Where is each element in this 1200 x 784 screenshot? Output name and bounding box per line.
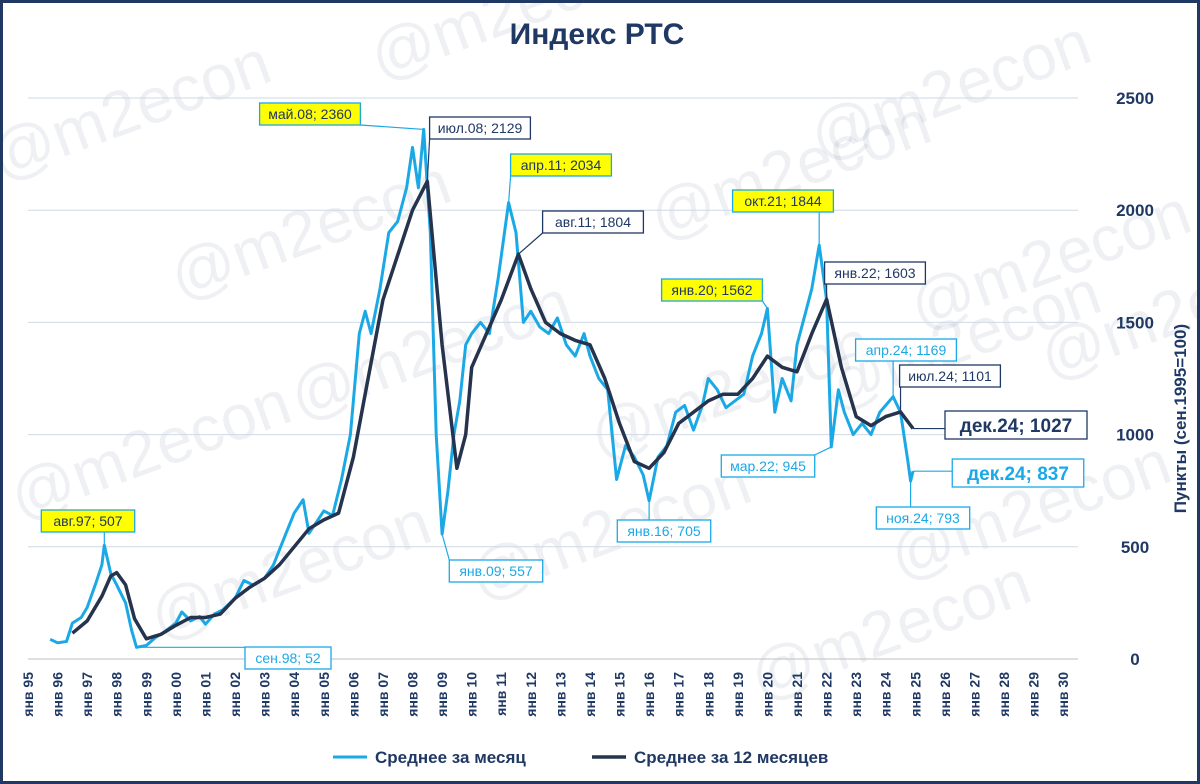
annotation-box: [244, 646, 332, 670]
annotation-box: [616, 519, 712, 543]
x-tick-label: янв 26: [937, 672, 953, 717]
watermark: @m2econ: [140, 485, 440, 653]
watermark: @m2econ: [0, 25, 280, 193]
watermark: @m2econ: [640, 85, 940, 253]
x-tick-label: янв 18: [700, 672, 716, 717]
y-tick-label: 2500: [1116, 89, 1154, 108]
annotation-leader: [508, 175, 512, 203]
x-tick-label: янв 10: [464, 672, 480, 717]
annotation-leader: [426, 138, 431, 182]
y-tick-label: 1000: [1116, 426, 1154, 445]
y-tick-label: 0: [1130, 650, 1139, 669]
legend-label-monthly: Среднее за месяц: [375, 748, 526, 767]
x-tick-label: янв 97: [79, 672, 95, 717]
annotation-label: ноя.24; 793: [886, 510, 960, 526]
x-tick-label: янв 01: [197, 672, 213, 717]
x-tick-label: янв 27: [966, 672, 982, 717]
x-tick-label: янв 07: [375, 672, 391, 717]
watermark: @m2econ: [280, 265, 580, 433]
x-tick-label: янв 11: [493, 672, 509, 716]
annotation-box: [40, 509, 136, 533]
y-tick-label: 500: [1121, 538, 1149, 557]
annotation-label: сен.98; 52: [255, 650, 321, 666]
annotation-box: [428, 116, 532, 140]
annotation-box: [875, 506, 971, 530]
annotation-box: [448, 559, 544, 583]
y-axis-label: Пункты (сен.1995=100): [1171, 324, 1190, 513]
watermark: @m2econ: [360, 0, 660, 93]
x-tick-label: янв 30: [1055, 672, 1071, 717]
x-tick-label: янв 04: [286, 672, 302, 717]
x-tick-label: янв 29: [1026, 672, 1042, 717]
chart-title: Индекс РТС: [509, 18, 685, 51]
annotation-label: янв.22; 1603: [834, 265, 915, 281]
annotation-label: июл.24; 1101: [908, 368, 992, 384]
y-tick-label: 2000: [1116, 201, 1154, 220]
annotation-box: [854, 338, 958, 362]
annotation-box: [823, 261, 927, 285]
legend-label-12m: Среднее за 12 месяцев: [634, 748, 828, 767]
annotation-leader: [441, 533, 450, 561]
x-tick-label: янв 20: [759, 672, 775, 717]
annotation-box: [258, 102, 362, 126]
x-tick-label: янв 95: [20, 672, 36, 717]
annotation-label: авг.11; 1804: [555, 214, 631, 230]
annotation-leader: [360, 124, 424, 131]
x-tick-label: янв 28: [996, 672, 1012, 717]
x-tick-label: янв 05: [316, 672, 332, 717]
x-tick-label: янв 24: [878, 672, 894, 717]
y-tick-label: 1500: [1116, 313, 1154, 332]
annotation-leader: [814, 446, 832, 456]
x-tick-label: янв 21: [789, 672, 805, 717]
annotation-label: янв.09; 557: [459, 563, 533, 579]
x-tick-label: янв 09: [434, 672, 450, 717]
x-tick-label: янв 17: [671, 672, 687, 717]
annotation-box: [898, 364, 1002, 388]
annotation-label: мар.22; 945: [730, 458, 806, 474]
x-tick-label: янв 14: [582, 672, 598, 717]
x-tick-label: янв 25: [907, 672, 923, 717]
annotation-box: [541, 210, 645, 234]
x-tick-label: янв 22: [819, 672, 835, 717]
annotation-box: [731, 189, 835, 213]
watermark: @m2econ: [0, 365, 300, 533]
x-tick-label: янв 00: [168, 672, 184, 717]
x-tick-label: янв 02: [227, 672, 243, 717]
x-tick-label: янв 23: [848, 672, 864, 717]
x-tick-label: янв 16: [641, 672, 657, 717]
annotation-box: [720, 454, 816, 478]
annotation-label: апр.24; 1169: [866, 342, 947, 358]
annotation-box: [509, 153, 613, 177]
x-tick-label: янв 13: [552, 672, 568, 717]
x-tick-label: янв 15: [612, 672, 628, 717]
annotation-label: май.08; 2360: [268, 106, 352, 122]
annotation-leader: [761, 300, 768, 309]
x-tick-label: янв 03: [257, 672, 273, 717]
annotation-box: [660, 278, 764, 302]
annotation-box: [944, 410, 1088, 440]
annotation-label: апр.11; 2034: [521, 157, 602, 173]
x-tick-label: янв 98: [109, 672, 125, 717]
annotation-box: [951, 458, 1085, 488]
annotation-label: июл.08; 2129: [438, 120, 523, 136]
x-tick-label: янв 06: [345, 672, 361, 717]
annotation-label: авг.97; 507: [53, 513, 122, 529]
annotation-label: дек.24; 837: [967, 464, 1069, 485]
annotation-label: янв.20; 1562: [671, 282, 752, 298]
annotation-leader: [517, 232, 543, 255]
series-line-12m: [71, 179, 915, 641]
annotation-label: янв.16; 705: [627, 523, 701, 539]
x-tick-label: янв 96: [50, 672, 66, 717]
x-tick-label: янв 12: [523, 672, 539, 717]
annotation-label: дек.24; 1027: [960, 416, 1072, 437]
annotation-label: окт.21; 1844: [744, 193, 822, 209]
x-tick-label: янв 08: [405, 672, 421, 717]
x-tick-label: янв 19: [730, 672, 746, 717]
x-tick-label: янв 99: [138, 672, 154, 717]
